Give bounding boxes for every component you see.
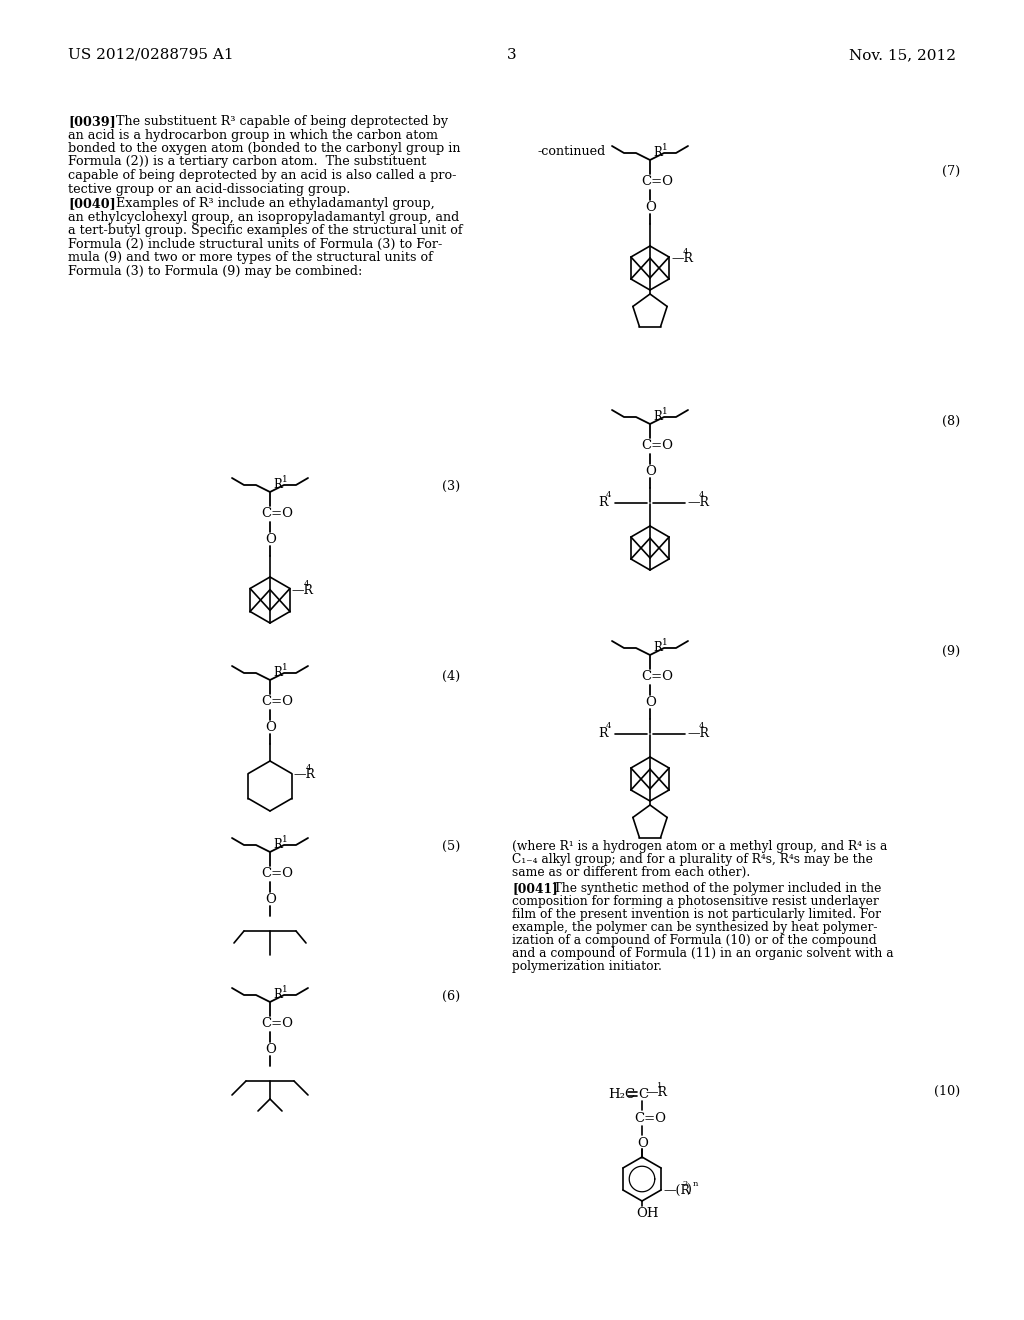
Text: (9): (9) bbox=[942, 645, 961, 657]
Text: [0041]: [0041] bbox=[512, 882, 558, 895]
Text: —R: —R bbox=[645, 1086, 667, 1100]
Text: an acid is a hydrocarbon group in which the carbon atom: an acid is a hydrocarbon group in which … bbox=[68, 128, 438, 141]
Text: —R: —R bbox=[294, 768, 315, 781]
Text: (4): (4) bbox=[441, 671, 460, 682]
Text: tective group or an acid-dissociating group.: tective group or an acid-dissociating gr… bbox=[68, 182, 350, 195]
Text: ): ) bbox=[686, 1184, 691, 1197]
Text: 4: 4 bbox=[699, 491, 705, 499]
Text: C=O: C=O bbox=[641, 176, 673, 187]
Text: 4: 4 bbox=[305, 764, 311, 772]
Text: US 2012/0288795 A1: US 2012/0288795 A1 bbox=[68, 48, 233, 62]
Text: 3: 3 bbox=[507, 48, 517, 62]
Text: bonded to the oxygen atom (bonded to the carbonyl group in: bonded to the oxygen atom (bonded to the… bbox=[68, 143, 461, 154]
Text: O: O bbox=[265, 533, 275, 546]
Text: (6): (6) bbox=[441, 990, 460, 1003]
Text: OH: OH bbox=[636, 1206, 658, 1220]
Text: O: O bbox=[645, 465, 656, 478]
Text: C=O: C=O bbox=[261, 507, 293, 520]
Text: 1: 1 bbox=[657, 1082, 663, 1090]
Text: H₂C: H₂C bbox=[608, 1088, 635, 1101]
Text: example, the polymer can be synthesized by heat polymer-: example, the polymer can be synthesized … bbox=[512, 921, 878, 935]
Text: R: R bbox=[273, 478, 282, 491]
Text: —R: —R bbox=[687, 496, 709, 510]
Text: (7): (7) bbox=[942, 165, 961, 178]
Text: R: R bbox=[273, 987, 282, 1001]
Text: C=O: C=O bbox=[641, 440, 673, 451]
Text: 4: 4 bbox=[304, 579, 309, 587]
Text: 4: 4 bbox=[683, 248, 688, 256]
Text: (8): (8) bbox=[942, 414, 961, 428]
Text: (3): (3) bbox=[441, 480, 460, 492]
Text: Formula (3) to Formula (9) may be combined:: Formula (3) to Formula (9) may be combin… bbox=[68, 264, 362, 277]
Text: R: R bbox=[653, 642, 662, 653]
Text: R: R bbox=[598, 727, 607, 741]
Text: O: O bbox=[265, 1043, 275, 1056]
Text: The substituent R³ capable of being deprotected by: The substituent R³ capable of being depr… bbox=[104, 115, 449, 128]
Text: R: R bbox=[653, 411, 662, 422]
Text: and a compound of Formula (11) in an organic solvent with a: and a compound of Formula (11) in an org… bbox=[512, 946, 894, 960]
Text: C=O: C=O bbox=[261, 696, 293, 708]
Text: O: O bbox=[645, 201, 656, 214]
Text: [0039]: [0039] bbox=[68, 115, 116, 128]
Text: R: R bbox=[653, 147, 662, 158]
Text: C=O: C=O bbox=[641, 671, 673, 682]
Text: C: C bbox=[638, 1088, 648, 1101]
Text: Formula (2) include structural units of Formula (3) to For-: Formula (2) include structural units of … bbox=[68, 238, 442, 251]
Text: R: R bbox=[273, 838, 282, 851]
Text: (where R¹ is a hydrogen atom or a methyl group, and R⁴ is a: (where R¹ is a hydrogen atom or a methyl… bbox=[512, 840, 888, 853]
Text: same as or different from each other).: same as or different from each other). bbox=[512, 866, 751, 879]
Text: R: R bbox=[273, 667, 282, 678]
Text: polymerization initiator.: polymerization initiator. bbox=[512, 960, 662, 973]
Text: film of the present invention is not particularly limited. For: film of the present invention is not par… bbox=[512, 908, 881, 921]
Text: Formula (2)) is a tertiary carbon atom.  The substituent: Formula (2)) is a tertiary carbon atom. … bbox=[68, 156, 426, 169]
Text: 1: 1 bbox=[662, 407, 668, 416]
Text: a tert-butyl group. Specific examples of the structural unit of: a tert-butyl group. Specific examples of… bbox=[68, 224, 463, 238]
Text: capable of being deprotected by an acid is also called a pro-: capable of being deprotected by an acid … bbox=[68, 169, 457, 182]
Text: Examples of R³ include an ethyladamantyl group,: Examples of R³ include an ethyladamantyl… bbox=[104, 197, 435, 210]
Text: C₁₋₄ alkyl group; and for a plurality of R⁴s, R⁴s may be the: C₁₋₄ alkyl group; and for a plurality of… bbox=[512, 853, 872, 866]
Text: R: R bbox=[598, 496, 607, 510]
Text: 4: 4 bbox=[606, 491, 611, 499]
Text: 1: 1 bbox=[282, 836, 288, 843]
Text: n: n bbox=[693, 1180, 698, 1188]
Text: The synthetic method of the polymer included in the: The synthetic method of the polymer incl… bbox=[542, 882, 882, 895]
Text: ization of a compound of Formula (10) or of the compound: ization of a compound of Formula (10) or… bbox=[512, 935, 877, 946]
Text: 1: 1 bbox=[662, 638, 668, 647]
Text: 1: 1 bbox=[282, 985, 288, 994]
Text: C=O: C=O bbox=[634, 1111, 666, 1125]
Text: C=O: C=O bbox=[261, 1016, 293, 1030]
Text: —R: —R bbox=[687, 727, 709, 741]
Text: —R: —R bbox=[671, 252, 693, 265]
Text: O: O bbox=[645, 696, 656, 709]
Text: Nov. 15, 2012: Nov. 15, 2012 bbox=[849, 48, 956, 62]
Text: C=O: C=O bbox=[261, 867, 293, 880]
Text: O: O bbox=[637, 1137, 648, 1150]
Text: —(R: —(R bbox=[664, 1184, 690, 1197]
Text: 4: 4 bbox=[699, 722, 705, 730]
Text: O: O bbox=[265, 894, 275, 906]
Text: an ethylcyclohexyl group, an isopropyladamantyl group, and: an ethylcyclohexyl group, an isopropylad… bbox=[68, 210, 459, 223]
Text: [0040]: [0040] bbox=[68, 197, 116, 210]
Text: 1: 1 bbox=[662, 143, 668, 152]
Text: 1: 1 bbox=[282, 663, 288, 672]
Text: 4: 4 bbox=[606, 722, 611, 730]
Text: O: O bbox=[265, 721, 275, 734]
Text: (5): (5) bbox=[441, 840, 460, 853]
Text: mula (9) and two or more types of the structural units of: mula (9) and two or more types of the st… bbox=[68, 251, 433, 264]
Text: 2: 2 bbox=[682, 1180, 687, 1188]
Text: (10): (10) bbox=[934, 1085, 961, 1098]
Text: -continued: -continued bbox=[538, 145, 606, 158]
Text: 1: 1 bbox=[282, 475, 288, 484]
Text: composition for forming a photosensitive resist underlayer: composition for forming a photosensitive… bbox=[512, 895, 879, 908]
Text: —R: —R bbox=[292, 583, 314, 597]
